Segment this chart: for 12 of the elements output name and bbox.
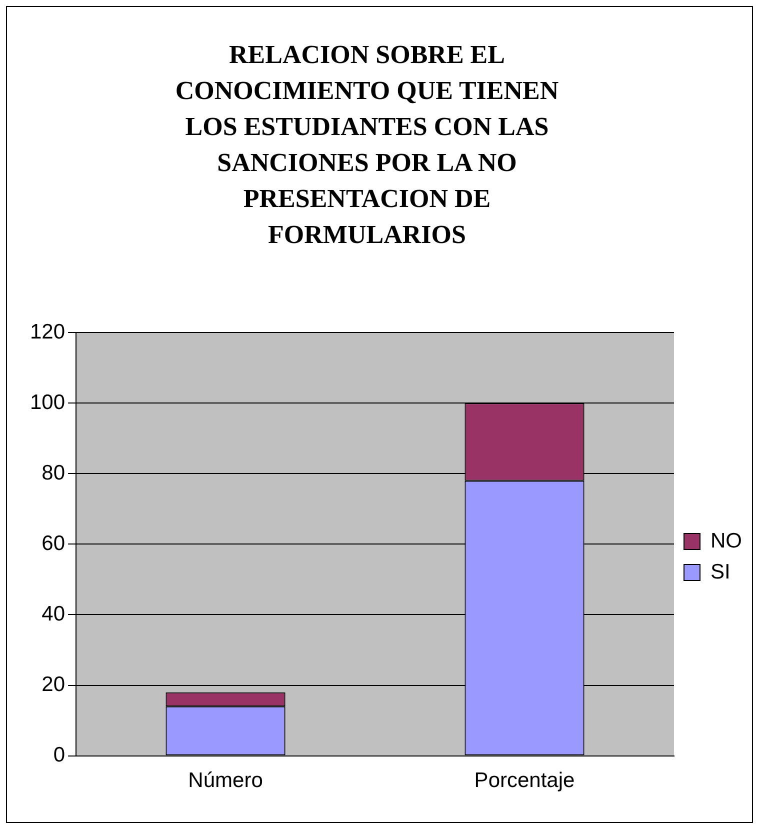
- x-tick-label: Número: [188, 769, 263, 792]
- legend-label: NO: [710, 529, 742, 552]
- y-tick-label: 60: [42, 532, 66, 555]
- y-tick-label: 80: [42, 461, 66, 484]
- y-tick-label: 0: [53, 744, 66, 767]
- y-tick-label: 20: [42, 673, 66, 696]
- chart-title: RELACION SOBRE EL CONOCIMIENTO QUE TIENEN LOS ESTUDIANTES CON LAS SANCIONES POR LA NO PRESENTACION DE FORMULARIOS: [174, 39, 560, 251]
- legend-label: SI: [710, 560, 730, 584]
- y-tick-label: 100: [30, 390, 66, 414]
- y-tick-label: 120: [30, 320, 66, 344]
- y-tick-label: 40: [42, 602, 66, 626]
- x-tick-label: Porcentaje: [474, 769, 575, 792]
